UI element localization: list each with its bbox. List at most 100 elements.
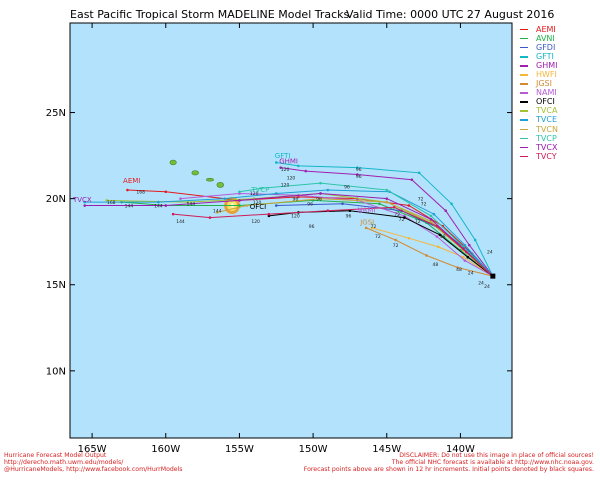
track-point-tvcn xyxy=(216,211,219,214)
track-point-ghmi xyxy=(410,178,414,182)
forecast-hour-label: 120 xyxy=(251,219,260,225)
track-point-tvcy xyxy=(392,205,396,209)
model-tracks xyxy=(83,161,494,277)
track-point-tvcp xyxy=(319,181,322,185)
track-point-ghmi xyxy=(467,243,471,247)
legend-label: TVCY xyxy=(536,151,557,161)
initial-position-marker xyxy=(490,273,496,279)
legend-swatch xyxy=(520,119,528,121)
island-molokai xyxy=(206,178,214,182)
forecast-hour-label: 168 xyxy=(107,200,116,206)
lon-tick-label: 145W xyxy=(372,444,401,455)
forecast-hour-label: 72 xyxy=(418,196,424,202)
forecast-hour-label: 72 xyxy=(421,202,427,208)
track-point-ghmi xyxy=(279,166,282,169)
track-point-nami xyxy=(463,259,467,262)
track-point-gfti xyxy=(473,238,477,242)
lon-tick-label: 165W xyxy=(78,444,107,455)
track-point-tvcx xyxy=(319,192,322,195)
track-point-tvcn xyxy=(319,197,322,200)
track-label-ghmi: GHMI xyxy=(279,157,298,165)
track-point-gfti xyxy=(297,164,300,168)
forecast-hour-label: 48 xyxy=(433,262,439,268)
track-label-gfti: GFTI xyxy=(275,152,291,160)
track-point-tvcx xyxy=(429,218,433,221)
track-point-tvcy xyxy=(465,250,468,254)
legend-label: TVCX xyxy=(536,142,558,152)
footer-link[interactable]: http://derecho.math.uwm.edu/models/ xyxy=(4,459,124,466)
forecast-hour-label: 96 xyxy=(316,196,322,202)
forecast-hour-label: 120 xyxy=(281,183,290,189)
legend-swatch xyxy=(520,92,528,94)
forecast-hour-label: 24 xyxy=(487,250,493,256)
axes: 10N 15N 20N 25N 165W 160W 155W 150W 145W 140W xyxy=(46,23,512,455)
lat-tick-label: 25N xyxy=(46,108,66,119)
track-point-jgsi xyxy=(394,238,397,242)
footer-line: DISCLAIMER: Do not use this image in pla… xyxy=(399,452,594,459)
track-point-aemi xyxy=(126,188,129,192)
track-point-gfti xyxy=(450,202,453,206)
forecast-hour-label: 72 xyxy=(375,234,381,240)
legend-label: AEMI xyxy=(536,25,556,34)
track-point-ofci xyxy=(466,255,470,259)
track-point-hwfi xyxy=(437,245,440,249)
legend-label: JGSI xyxy=(536,79,552,89)
forecast-hour-label: 144 xyxy=(176,219,185,225)
footer-link[interactable]: @HurricaneModels, http://www.facebook.co… xyxy=(4,466,183,473)
forecast-hour-label: 120 xyxy=(291,214,300,220)
track-tvcy xyxy=(173,206,494,277)
legend-swatch xyxy=(520,101,528,103)
track-point-tvcp xyxy=(238,190,241,194)
track-point-tvcp xyxy=(385,188,389,192)
forecast-hour-label: 120 xyxy=(287,176,296,182)
track-point-tvca xyxy=(186,200,190,204)
valid-time: Valid Time: 0000 UTC 27 August 2016 xyxy=(346,8,555,21)
forecast-hour-label: 96 xyxy=(346,214,352,220)
track-point-tvcy xyxy=(171,212,175,216)
track-point-tvcn xyxy=(245,204,249,207)
track-point-tvcy xyxy=(435,224,439,228)
track-point-ghmi xyxy=(356,173,359,176)
forecast-hour-label: 72 xyxy=(371,224,377,230)
forecast-hour-label: 72 xyxy=(415,219,421,225)
forecast-hour-label: 120 xyxy=(253,200,262,206)
forecast-hour-label: 120 xyxy=(250,191,259,197)
lat-tick-label: 20N xyxy=(46,194,66,205)
lat-tick-label: 15N xyxy=(46,280,66,291)
legend-swatch xyxy=(520,65,528,67)
track-point-tvce xyxy=(274,192,278,195)
forecast-hour-label: 144 xyxy=(213,208,222,214)
track-point-tvce xyxy=(83,200,87,204)
forecast-hour-label: 96 xyxy=(309,224,315,230)
track-point-hwfi xyxy=(407,236,411,240)
forecast-hour-label: 24 xyxy=(468,270,474,276)
track-label-aemi: AEMI xyxy=(123,177,140,185)
legend-label: TVCE xyxy=(536,115,557,125)
legend-label: HWFI xyxy=(536,70,557,80)
forecast-hour-label: 120 xyxy=(281,167,290,173)
lat-tick-label: 10N xyxy=(46,366,66,377)
track-point-tvcy xyxy=(267,212,271,216)
legend-swatch xyxy=(520,83,528,85)
legend-label: GHMI xyxy=(536,61,558,71)
legend-label: NAMI xyxy=(536,88,557,98)
track-point-tvcy xyxy=(208,216,212,219)
track-point-gfti xyxy=(356,166,359,169)
lon-tick-label: 155W xyxy=(225,444,254,455)
footer-line: The official NHC forecast is available a… xyxy=(391,459,594,466)
track-point-tvce xyxy=(463,243,467,247)
footer-disclaimer: DISCLAIMER: Do not use this image in pla… xyxy=(304,452,594,473)
legend-swatch xyxy=(520,155,528,158)
track-point-tvcx xyxy=(385,197,389,200)
island-oahu xyxy=(191,170,199,176)
track-point-tvce xyxy=(326,188,330,192)
legend-label: TVCA xyxy=(536,106,558,116)
track-point-tvce xyxy=(157,200,160,204)
track-label-ofci: OFCI xyxy=(250,203,267,211)
legend-swatch xyxy=(520,146,528,148)
track-point-gfti xyxy=(274,161,278,164)
footer-credits: Hurricane Forecast Model Output http://d… xyxy=(4,452,183,473)
track-point-tvca xyxy=(105,199,109,202)
legend-label: GFTI xyxy=(536,52,554,62)
